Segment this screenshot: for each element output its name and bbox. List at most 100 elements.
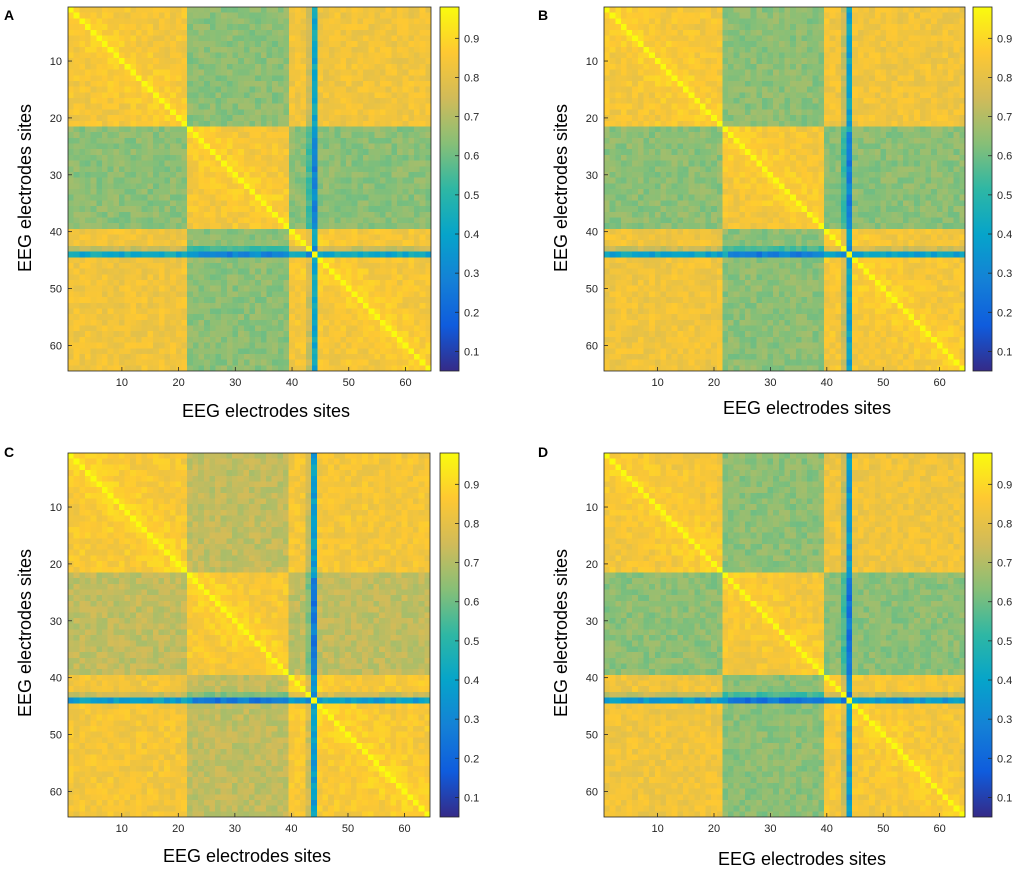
cbar-tick-label: 0.8	[997, 518, 1012, 530]
x-ticks: 10 20 30 40 50 60	[651, 813, 946, 835]
cbar-tick-label: 0.2	[464, 753, 479, 765]
cbar-tick-label: 0.3	[997, 268, 1012, 280]
x-axis-label: EEG electrodes sites	[718, 849, 886, 869]
cbar-tick-label: 0.6	[997, 151, 1012, 163]
cbar-tick-label: 0.8	[464, 72, 479, 84]
y-tick-label: 20	[50, 559, 62, 571]
cbar-tick-label: 0.1	[464, 792, 479, 804]
x-tick-label: 40	[821, 823, 833, 835]
y-tick-label: 30	[586, 170, 598, 182]
x-tick-label: 50	[342, 823, 354, 835]
cbar-tick-label: 0.4	[464, 675, 479, 687]
cbar-ticks: 0.1 0.2 0.3 0.4 0.5 0.6 0.7 0.8 0.9	[455, 479, 479, 804]
y-tick-label: 60	[586, 786, 598, 798]
x-tick-label: 50	[877, 377, 889, 389]
cbar-tick-label: 0.3	[464, 714, 479, 726]
cbar-tick-label: 0.8	[997, 72, 1012, 84]
y-tick-label: 20	[586, 559, 598, 571]
cbar-tick-label: 0.3	[997, 714, 1012, 726]
y-tick-label: 10	[50, 502, 62, 514]
x-tick-label: 50	[877, 823, 889, 835]
y-tick-label: 30	[50, 616, 62, 628]
cbar-tick-label: 0.7	[464, 112, 479, 124]
cbar-ticks: 0.1 0.2 0.3 0.4 0.5 0.6 0.7 0.8 0.9	[988, 479, 1012, 804]
cbar-tick-label: 0.9	[997, 33, 1012, 45]
x-tick-label: 10	[116, 377, 128, 389]
y-tick-label: 40	[50, 673, 62, 685]
panel-d: D 10 20 30 40 50 60 10 20 30 40 50 60 0.1 0.2 0.3 0.4…	[506, 437, 1012, 873]
cbar-tick-label: 0.5	[997, 636, 1012, 648]
colorbar-bar	[439, 452, 460, 818]
x-tick-label: 20	[172, 823, 184, 835]
x-ticks: 10 20 30 40 50 60	[651, 367, 946, 389]
x-tick-label: 20	[708, 377, 720, 389]
cbar-tick-label: 0.1	[464, 346, 479, 358]
heatmap-area	[603, 6, 966, 372]
plot-border	[603, 6, 966, 372]
x-axis-label: EEG electrodes sites	[723, 398, 891, 418]
x-axis-label: EEG electrodes sites	[182, 401, 350, 421]
x-ticks: 10 20 30 40 50 60	[116, 367, 412, 389]
heatmap-image	[68, 453, 430, 817]
colorbar-bar	[972, 6, 993, 372]
colorbar	[972, 452, 993, 818]
plot-border	[603, 452, 966, 818]
panel-letter: A	[4, 7, 14, 23]
y-tick-label: 40	[50, 227, 62, 239]
x-tick-label: 60	[933, 823, 945, 835]
colorbar	[439, 452, 460, 818]
y-tick-label: 50	[50, 730, 62, 742]
cbar-tick-label: 0.4	[997, 229, 1012, 241]
cbar-tick-label: 0.7	[464, 558, 479, 570]
cbar-tick-label: 0.1	[997, 346, 1012, 358]
panel-d-svg: D 10 20 30 40 50 60 10 20 30 40 50 60 0.1 0.2 0.3 0.4…	[538, 444, 1012, 869]
y-tick-label: 40	[586, 673, 598, 685]
colorbar	[972, 6, 993, 372]
plot-border	[67, 6, 432, 372]
panel-letter: D	[538, 444, 548, 460]
cbar-tick-label: 0.5	[464, 190, 479, 202]
cbar-tick-label: 0.9	[997, 479, 1012, 491]
cbar-tick-label: 0.7	[997, 112, 1012, 124]
heatmap-image	[604, 453, 965, 817]
y-tick-label: 50	[586, 284, 598, 296]
x-tick-label: 30	[229, 377, 241, 389]
colorbar-bar	[439, 6, 460, 372]
colorbar-bar	[972, 452, 993, 818]
y-axis-label: EEG electrodes sites	[551, 104, 571, 272]
panel-c: C 10 20 30 40 50 60 10 20 30 40 50 60 0.1 0.2 0.3 0.4…	[0, 437, 506, 873]
cbar-tick-label: 0.9	[464, 33, 479, 45]
y-tick-label: 60	[50, 786, 62, 798]
cbar-tick-label: 0.6	[464, 597, 479, 609]
panel-b: B 10 20 30 40 50 60 10 20 30 40 50 60 0.1 0.2 0.3 0.4…	[506, 0, 1012, 436]
colorbar	[439, 6, 460, 372]
x-tick-label: 20	[172, 377, 184, 389]
cbar-tick-label: 0.6	[464, 151, 479, 163]
y-ticks: 10 20 30 40 50 60	[586, 56, 608, 352]
heatmap-image	[68, 7, 431, 371]
y-tick-label: 40	[586, 227, 598, 239]
panel-c-svg: C 10 20 30 40 50 60 10 20 30 40 50 60 0.1 0.2 0.3 0.4…	[4, 444, 479, 866]
x-tick-label: 20	[708, 823, 720, 835]
x-tick-label: 40	[821, 377, 833, 389]
x-tick-label: 60	[933, 377, 945, 389]
cbar-tick-label: 0.8	[464, 518, 479, 530]
cbar-tick-label: 0.7	[997, 558, 1012, 570]
y-tick-label: 20	[586, 113, 598, 125]
x-tick-label: 40	[285, 823, 297, 835]
heatmap-area	[603, 452, 966, 818]
y-ticks: 10 20 30 40 50 60	[50, 56, 72, 352]
panel-letter: C	[4, 444, 14, 460]
y-tick-label: 60	[586, 340, 598, 352]
panel-b-svg: B 10 20 30 40 50 60 10 20 30 40 50 60 0.1 0.2 0.3 0.4…	[538, 6, 1012, 418]
plot-border	[67, 452, 431, 818]
cbar-tick-label: 0.2	[997, 753, 1012, 765]
cbar-tick-label: 0.1	[997, 792, 1012, 804]
cbar-tick-label: 0.6	[997, 597, 1012, 609]
x-tick-label: 60	[398, 823, 410, 835]
heatmap-image	[604, 7, 965, 371]
cbar-ticks: 0.1 0.2 0.3 0.4 0.5 0.6 0.7 0.8 0.9	[988, 33, 1012, 358]
x-tick-label: 60	[399, 377, 411, 389]
y-tick-label: 30	[586, 616, 598, 628]
x-tick-label: 30	[764, 377, 776, 389]
